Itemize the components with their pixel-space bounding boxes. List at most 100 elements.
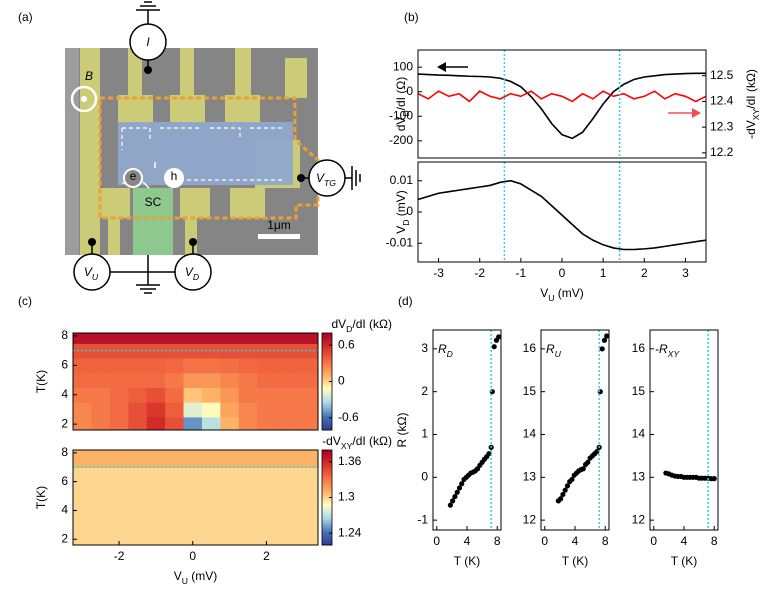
heatmap-cell — [201, 372, 221, 388]
heatmap-cell — [119, 524, 194, 545]
y-axis-label: R (kΩ) — [395, 413, 409, 448]
colorbar-tick-label: 0 — [338, 374, 345, 388]
plot-area — [555, 333, 609, 504]
colorbar-segment — [322, 521, 332, 524]
heatmap-cell — [165, 333, 185, 344]
device-label: VD — [185, 265, 199, 282]
colorbar-segment — [322, 470, 332, 473]
heatmap-cell — [183, 402, 203, 418]
heatmap-cell — [146, 333, 166, 344]
panel-label: (b) — [404, 10, 419, 24]
colorbar-label-part: XY — [341, 441, 353, 451]
y-tick-label: 0.01 — [390, 173, 414, 187]
heatmap-cell — [128, 333, 148, 344]
x-tick-label: 0 — [189, 549, 196, 563]
x-tick-label: 8 — [602, 534, 609, 548]
x-tick-label: 2 — [641, 266, 648, 280]
heatmap-cell — [220, 357, 240, 374]
y-axis-label-part: /dI (Ω) — [394, 77, 408, 111]
heatmap-cell — [238, 387, 258, 403]
colorbar-segment — [322, 349, 332, 352]
y-axis-label-part: T(K) — [34, 486, 48, 509]
colorbar-segment — [322, 535, 332, 538]
y-tick-label: -100 — [389, 108, 413, 122]
data-point — [594, 449, 600, 455]
heatmap-cell — [257, 372, 277, 388]
colorbar-segment — [322, 505, 332, 508]
colorbar-segment — [322, 475, 332, 478]
device-label: VU — [84, 265, 99, 282]
heatmap-cell — [183, 387, 203, 403]
heatmap-cell — [312, 416, 318, 430]
colorbar-segment — [322, 456, 332, 459]
heatmap-cell — [73, 496, 120, 526]
colorbar-segment — [322, 404, 332, 407]
heatmap-cell — [238, 357, 258, 374]
heatmap-cell — [294, 333, 314, 344]
colorbar-segment — [322, 454, 332, 457]
heatmap-cell — [73, 333, 93, 344]
data-point — [560, 491, 566, 498]
heatmap-cell — [73, 387, 93, 403]
heatmap-cell — [109, 343, 129, 359]
heatmap-cell — [312, 357, 318, 374]
x-axis-label-part: V — [174, 569, 182, 583]
colorbar-segment — [322, 533, 332, 536]
heatmap-cell — [312, 402, 318, 418]
heatmap-cell — [238, 416, 258, 430]
colorbar-segment — [322, 538, 332, 541]
heatmap-cell — [201, 416, 221, 430]
device-label: B — [85, 69, 93, 83]
y-tick-label: 16 — [632, 341, 646, 355]
colorbar-segment — [322, 384, 332, 387]
panel-title-part: -R — [655, 342, 668, 356]
y2-axis-label-part: XY — [751, 108, 761, 120]
x-tick-label: 4 — [681, 534, 688, 548]
heatmap-cell — [109, 416, 129, 430]
colorbar-tick-label: 1.36 — [338, 454, 362, 468]
heatmap-cell — [109, 402, 129, 418]
line-series — [418, 179, 706, 251]
heatmap-cell — [73, 402, 74, 418]
heatmap-cell — [201, 343, 221, 359]
heatmap-cell — [146, 416, 166, 430]
colorbar-segment — [322, 494, 332, 497]
x-axis-label-part: U — [548, 293, 554, 303]
colorbar-segment — [322, 495, 332, 498]
colorbar-segment — [322, 464, 332, 467]
x-axis-label: T (K) — [562, 554, 588, 568]
y-axis-label-part: D — [401, 220, 411, 226]
device-label-part: D — [193, 272, 199, 282]
data-point — [447, 502, 453, 508]
colorbar-label-part: /dI (kΩ) — [352, 317, 392, 331]
heatmap-cell — [257, 387, 277, 403]
heatmap-cell — [312, 343, 318, 359]
heatmap-cell — [275, 387, 295, 403]
heatmap-cell — [257, 357, 277, 374]
device-label: h — [171, 169, 178, 183]
heatmap-cell — [91, 387, 111, 403]
colorbar-segment — [322, 423, 332, 426]
y2-tick-label: 12.4 — [710, 94, 734, 108]
heatmap-cell — [201, 357, 221, 374]
y-tick-label: 16 — [523, 341, 537, 355]
y-tick-label: 6 — [61, 358, 68, 372]
colorbar-segment — [322, 402, 332, 405]
colorbar-segment — [322, 342, 332, 345]
heatmap-cell — [238, 333, 258, 344]
x-axis-label-part: T (K) — [671, 554, 697, 568]
colorbar-segment — [322, 472, 332, 475]
colorbar-segment — [322, 461, 332, 464]
x-axis-label: VU (mV) — [540, 286, 584, 303]
colorbar-tick-label: 1.3 — [338, 490, 355, 504]
heatmap-cell — [192, 467, 268, 497]
heatmap-cell — [128, 372, 148, 388]
heatmap-cell — [165, 372, 185, 388]
y-axis-label-part: dV — [394, 117, 408, 132]
colorbar-label-part: /dI (kΩ) — [352, 434, 392, 448]
y2-axis-label-part: -dV — [744, 120, 758, 139]
heatmap-cell — [183, 333, 203, 344]
heatmap-cell — [119, 467, 194, 497]
y-axis-label-part: V — [394, 226, 408, 234]
heatmap-cell — [109, 333, 129, 344]
